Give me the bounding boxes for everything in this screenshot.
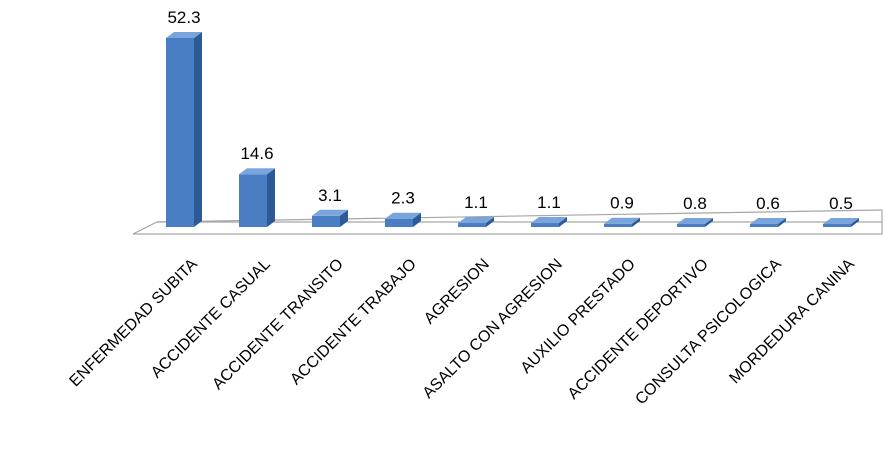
- bar-top-face: [531, 217, 567, 224]
- bar: [385, 212, 421, 227]
- bar-value-label: 2.3: [391, 189, 415, 208]
- category-label: ACCIDENTE TRABAJO: [287, 256, 420, 389]
- bar-side-face: [705, 218, 713, 227]
- bar-front-face: [823, 224, 851, 227]
- bar-front-face: [166, 38, 194, 227]
- bar-value-label: 0.9: [610, 194, 634, 213]
- bar-front-face: [531, 223, 559, 227]
- bar-top-face: [239, 168, 275, 175]
- bar-value-label: 1.1: [464, 193, 488, 212]
- bar-front-face: [677, 224, 705, 227]
- bar-front-face: [385, 218, 413, 227]
- bar-value-label: 3.1: [318, 186, 342, 205]
- bar-side-face: [559, 217, 567, 227]
- bar-top-face: [823, 218, 859, 224]
- bar-value-label: 1.1: [537, 193, 561, 212]
- bar: [604, 217, 640, 227]
- bar-top-face: [385, 212, 421, 219]
- category-label: ACCIDENTE CASUAL: [148, 256, 274, 382]
- bar-series: [166, 32, 859, 227]
- bar-front-face: [458, 223, 486, 227]
- bar-value-label: 52.3: [167, 8, 200, 27]
- bar: [239, 168, 275, 227]
- bar-side-face: [486, 217, 494, 227]
- category-label: MORDEDURA CANINA: [726, 256, 858, 388]
- bar-side-face: [778, 218, 786, 227]
- bar-value-label: 0.5: [829, 194, 853, 213]
- bar: [312, 209, 348, 227]
- bar-top-face: [458, 217, 494, 224]
- bar-side-face: [340, 209, 348, 227]
- bar: [823, 218, 859, 227]
- bar-front-face: [750, 224, 778, 227]
- bar-value-label: 14.6: [240, 144, 273, 163]
- bar-side-face: [632, 217, 640, 227]
- bar-top-face: [750, 218, 786, 224]
- bar: [458, 217, 494, 227]
- bar-value-label: 0.8: [683, 194, 707, 213]
- category-label: ACCIDENTE DEPORTIVO: [565, 256, 712, 403]
- bar-top-face: [677, 218, 713, 224]
- bar: [750, 218, 786, 227]
- bar-top-face: [166, 32, 202, 38]
- bar: [166, 32, 202, 227]
- bar-value-label: 0.6: [756, 194, 780, 213]
- category-label: CONSULTA PSICOLOGICA: [632, 256, 785, 409]
- bar-front-face: [239, 174, 267, 227]
- bar-front-face: [604, 223, 632, 227]
- category-label: ASALTO CON AGRESION: [420, 256, 566, 402]
- bar-front-face: [312, 215, 340, 227]
- bar-side-face: [194, 32, 202, 227]
- bar-side-face: [267, 168, 275, 227]
- bar-side-face: [851, 218, 859, 227]
- chart-back-wall-edge: [156, 209, 883, 223]
- bar-top-face: [604, 217, 640, 224]
- data-labels: 52.3 14.6 3.1 2.3 1.1 1.1 0.9 0.8 0.6 0.5: [167, 8, 852, 213]
- bar-side-face: [413, 212, 421, 227]
- bar-top-face: [312, 209, 348, 216]
- category-label: ENFERMEDAD SUBITA: [66, 256, 201, 391]
- bar: [677, 218, 713, 227]
- category-label: ACCIDENTE TRANSITO: [209, 256, 346, 393]
- category-label: AGRESION: [421, 256, 493, 328]
- bar: [531, 217, 567, 227]
